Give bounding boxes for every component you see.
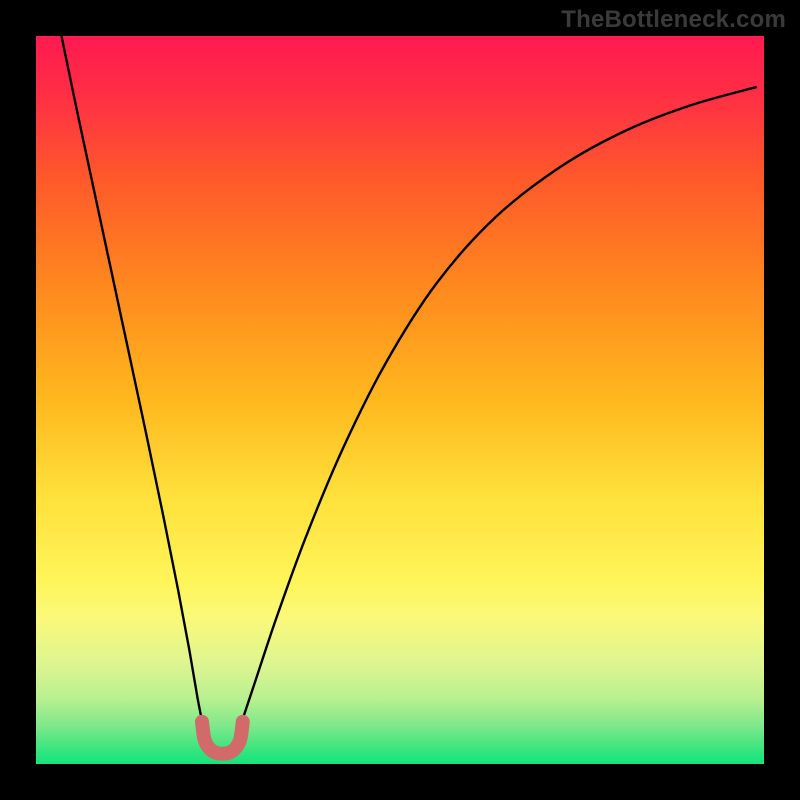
chart-frame: TheBottleneck.com — [0, 0, 800, 800]
curve-layer — [36, 36, 764, 764]
curve-left-branch — [61, 36, 203, 728]
watermark-text: TheBottleneck.com — [561, 6, 786, 34]
curve-right-branch — [240, 87, 757, 728]
trough-marker — [202, 722, 243, 754]
plot-area — [36, 36, 764, 764]
